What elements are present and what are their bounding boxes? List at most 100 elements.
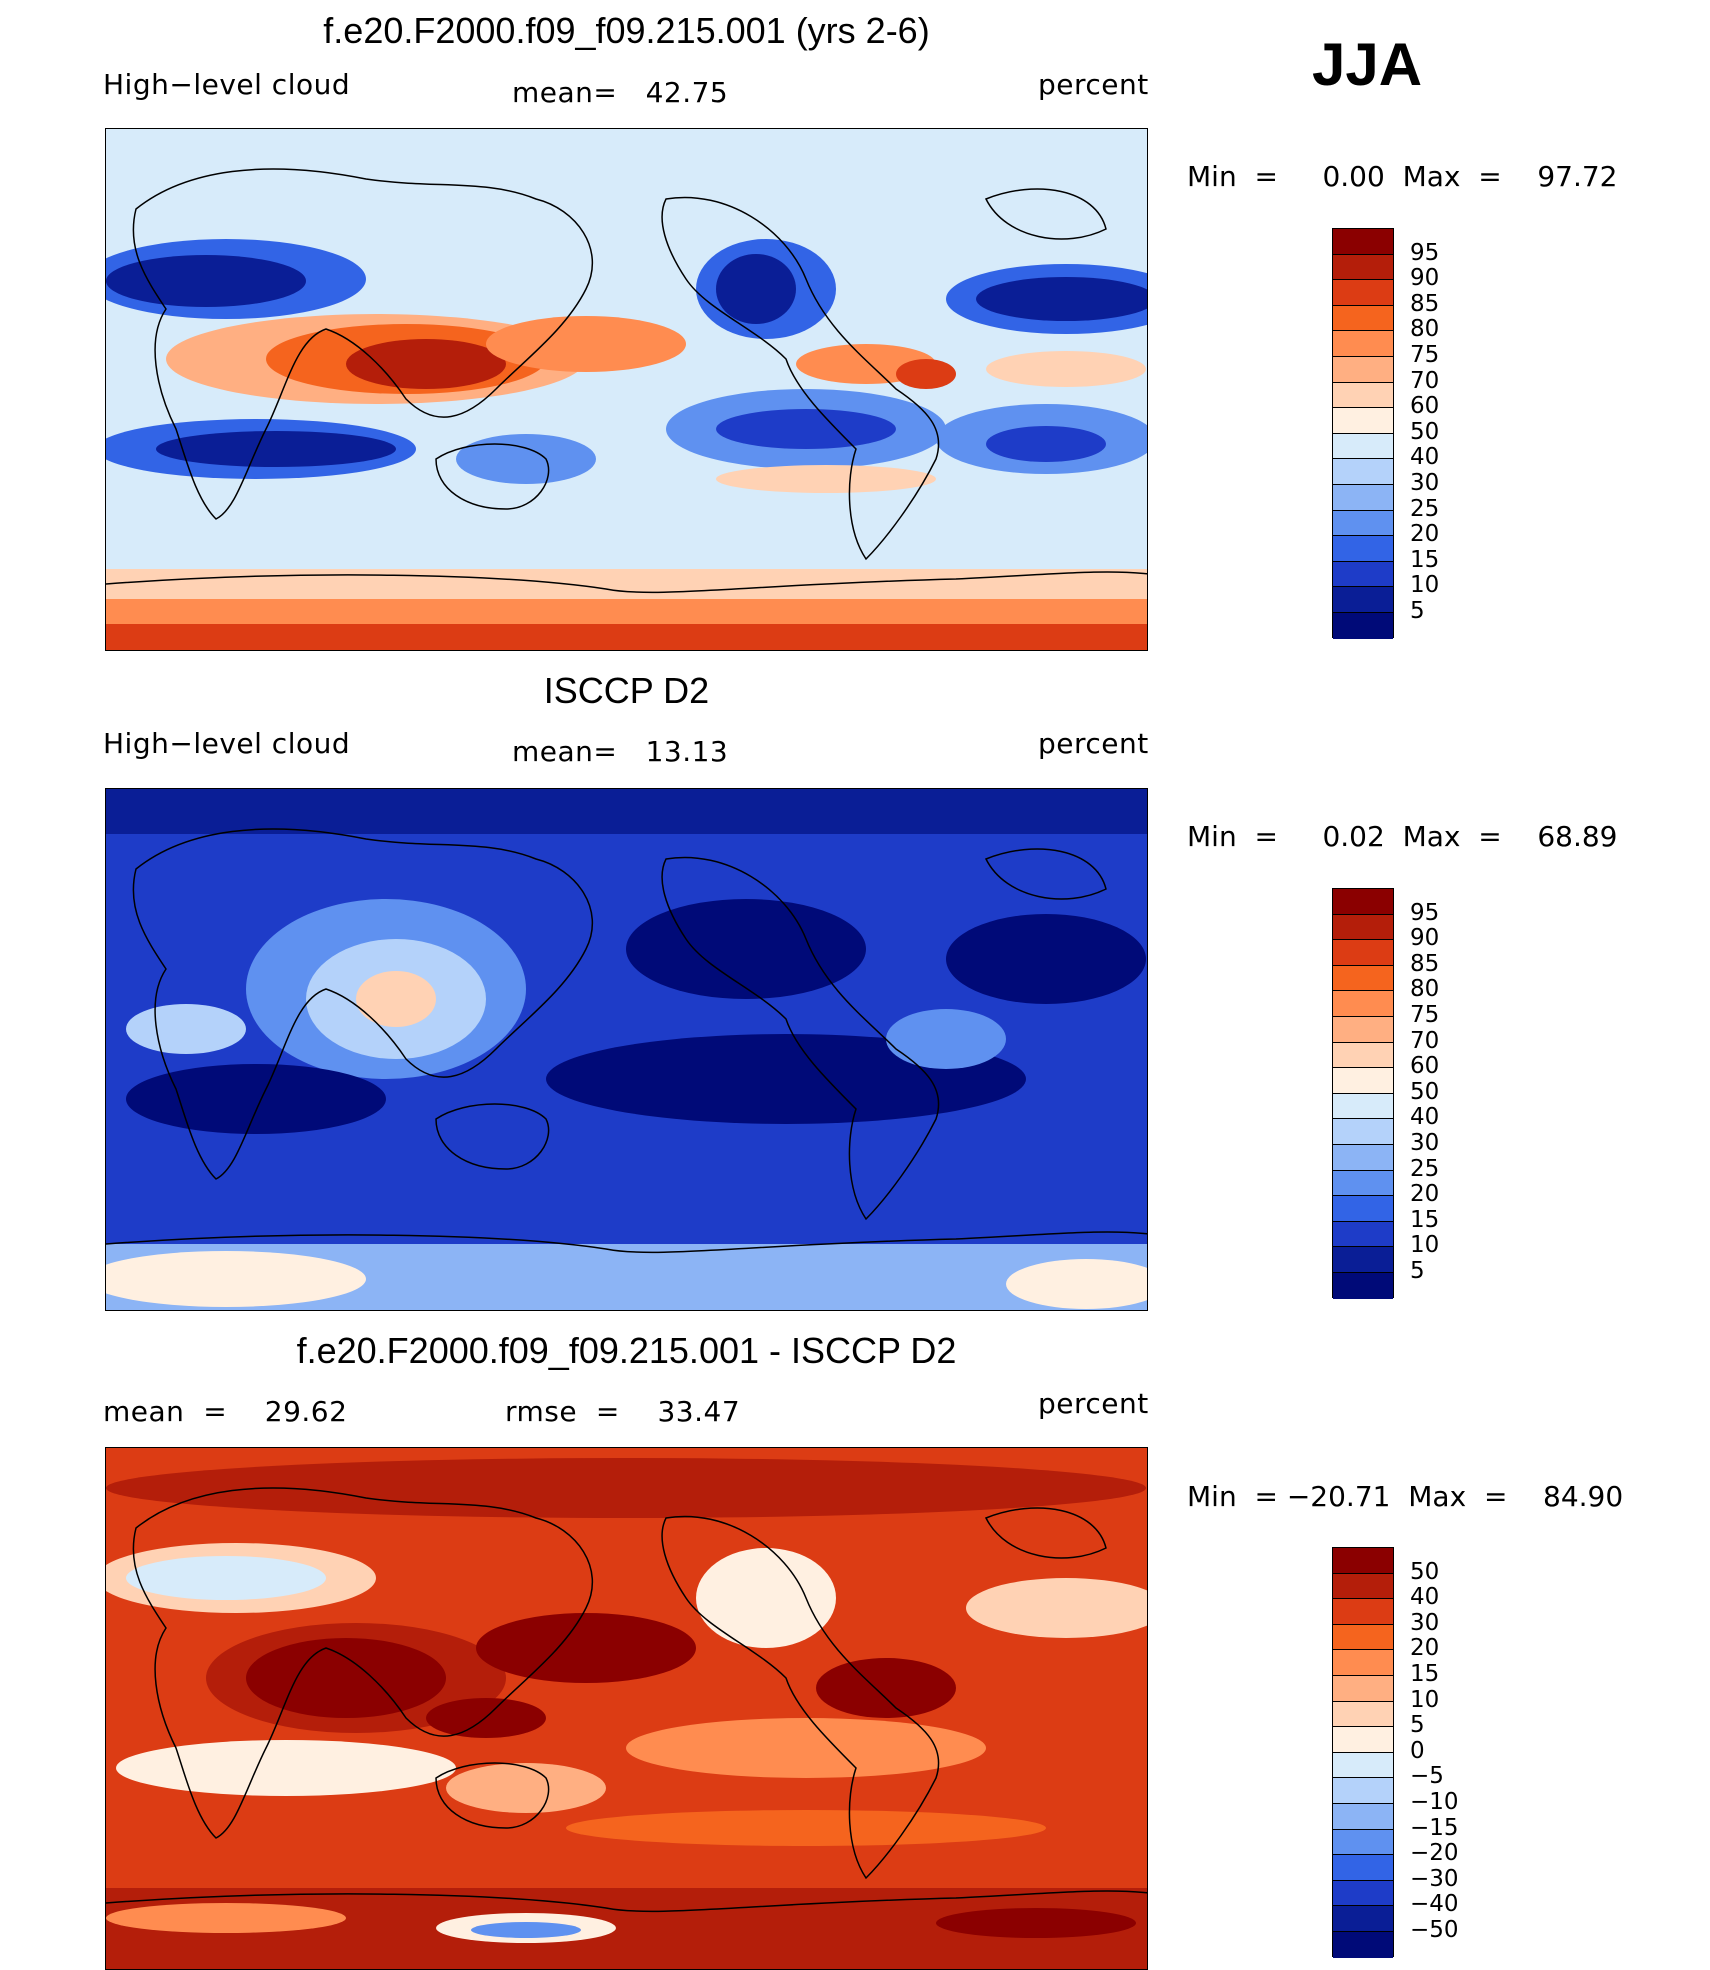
- colorbar-tick-label: 60: [1410, 393, 1440, 420]
- colorbar-swatch: [1333, 940, 1393, 966]
- colorbar-swatch: [1333, 1042, 1393, 1069]
- colorbar-swatch: [1333, 1803, 1393, 1830]
- units-label: percent: [1038, 727, 1149, 760]
- colorbar-tick-label: 60: [1410, 1053, 1440, 1080]
- map-plot: [105, 788, 1148, 1311]
- colorbar-swatch: [1333, 1880, 1393, 1907]
- colorbar-swatch: [1333, 914, 1393, 941]
- colorbar-swatch: [1333, 229, 1393, 255]
- colorbar-swatch: [1333, 1016, 1393, 1043]
- colorbar-swatch: [1333, 254, 1393, 281]
- colorbar-swatch: [1333, 1701, 1393, 1728]
- colorbar-tick-label: 75: [1410, 1002, 1440, 1028]
- colorbar-tick-label: 5: [1410, 1258, 1425, 1284]
- panel-title: ISCCP D2: [543, 670, 710, 711]
- colorbar-tick-label: 50: [1410, 418, 1440, 445]
- colorbar-tick-label: 5: [1410, 1712, 1425, 1739]
- colorbar-tick-label: −50: [1410, 1917, 1459, 1943]
- colorbar-tick-label: 90: [1410, 925, 1440, 952]
- mean-label: mean= 42.75: [512, 76, 729, 109]
- colorbar-tick-label: 10: [1410, 572, 1440, 599]
- colorbar-tick-label: 25: [1410, 1155, 1440, 1182]
- colorbar-tick-label: 25: [1410, 495, 1440, 522]
- colorbar-swatch: [1333, 1068, 1393, 1094]
- colorbar-tick-label: −5: [1410, 1763, 1444, 1790]
- colorbar-tick-label: 30: [1410, 1130, 1440, 1156]
- colorbar-tick-label: 90: [1410, 265, 1440, 292]
- min-max-label: Min = −20.71 Max = 84.90: [1187, 1480, 1624, 1513]
- colorbar-swatch: [1333, 280, 1393, 306]
- colorbar-swatch: [1333, 1624, 1393, 1651]
- colorbar-tick-label: 20: [1410, 1635, 1440, 1662]
- colorbar-swatch: [1333, 1272, 1393, 1299]
- colorbar-swatch: [1333, 991, 1393, 1017]
- colorbar-tick-label: 70: [1410, 1027, 1440, 1054]
- colorbar-swatch: [1333, 305, 1393, 332]
- colorbar-tick-label: 15: [1410, 1661, 1440, 1687]
- colorbar-tick-label: 10: [1410, 1232, 1440, 1259]
- colorbar-tick-label: 40: [1410, 444, 1440, 471]
- units-label: percent: [1038, 68, 1149, 101]
- colorbar-swatch: [1333, 587, 1393, 613]
- colorbar-tick-label: 50: [1410, 1558, 1440, 1585]
- colorbar-swatch: [1333, 1778, 1393, 1804]
- colorbar-swatch: [1333, 331, 1393, 357]
- colorbar-swatch: [1333, 561, 1393, 588]
- colorbar-swatch: [1333, 1931, 1393, 1958]
- colorbar-swatch: [1333, 965, 1393, 992]
- colorbar-tick-label: 40: [1410, 1584, 1440, 1611]
- colorbar-swatch: [1333, 433, 1393, 460]
- colorbar-tick-label: −30: [1410, 1865, 1459, 1892]
- observed-cloud-map: [106, 789, 1147, 1310]
- units-label: percent: [1038, 1387, 1149, 1420]
- colorbar-tick-label: 85: [1410, 950, 1440, 977]
- colorbar-tick-label: −20: [1410, 1840, 1459, 1867]
- colorbar-swatch: [1333, 484, 1393, 511]
- colorbar-swatch: [1333, 1855, 1393, 1881]
- colorbar-tick-label: 20: [1410, 521, 1440, 548]
- colorbar-swatch: [1333, 510, 1393, 537]
- difference-cloud-map: [106, 1448, 1147, 1969]
- colorbar-tick-label: 40: [1410, 1104, 1440, 1131]
- colorbar: [1332, 888, 1394, 1299]
- colorbar-swatch: [1333, 1144, 1393, 1171]
- colorbar-tick-label: 80: [1410, 316, 1440, 343]
- colorbar-tick-label: 0: [1410, 1737, 1425, 1764]
- map-plot: [105, 128, 1148, 651]
- colorbar-tick-label: 95: [1410, 899, 1440, 926]
- colorbar: [1332, 1547, 1394, 1958]
- colorbar-swatch: [1333, 356, 1393, 383]
- colorbar-swatch: [1333, 536, 1393, 562]
- colorbar-tick-label: 70: [1410, 367, 1440, 394]
- colorbar-tick-label: 50: [1410, 1078, 1440, 1105]
- colorbar-swatch: [1333, 408, 1393, 434]
- rmse-label: rmse = 33.47: [505, 1395, 741, 1428]
- colorbar-swatch: [1333, 459, 1393, 485]
- mean-label: mean= 13.13: [512, 735, 729, 768]
- colorbar-tick-label: 10: [1410, 1686, 1440, 1713]
- colorbar-tick-label: 75: [1410, 342, 1440, 368]
- colorbar-tick-label: 15: [1410, 546, 1440, 573]
- colorbar-tick-label: 15: [1410, 1206, 1440, 1233]
- panel-title: f.e20.F2000.f09_f09.215.001 (yrs 2-6): [323, 10, 930, 51]
- colorbar-swatch: [1333, 1170, 1393, 1197]
- colorbar-swatch: [1333, 1247, 1393, 1273]
- colorbar-tick-label: 5: [1410, 598, 1425, 624]
- colorbar-tick-label: 20: [1410, 1181, 1440, 1208]
- colorbar-swatch: [1333, 1548, 1393, 1574]
- colorbar-tick-label: 30: [1410, 1609, 1440, 1636]
- colorbar-tick-label: −15: [1410, 1814, 1459, 1841]
- model-cloud-map: [106, 129, 1147, 650]
- colorbar-tick-label: −10: [1410, 1789, 1459, 1815]
- colorbar-swatch: [1333, 1573, 1393, 1600]
- variable-label: High−level cloud: [103, 727, 351, 760]
- colorbar-swatch: [1333, 612, 1393, 639]
- colorbar-swatch: [1333, 1221, 1393, 1248]
- colorbar-swatch: [1333, 1093, 1393, 1120]
- colorbar-tick-label: 30: [1410, 470, 1440, 496]
- mean-label: mean = 29.62: [103, 1395, 348, 1428]
- colorbar-swatch: [1333, 1906, 1393, 1932]
- colorbar-swatch: [1333, 1752, 1393, 1779]
- colorbar-swatch: [1333, 1650, 1393, 1676]
- colorbar-tick-label: 95: [1410, 239, 1440, 266]
